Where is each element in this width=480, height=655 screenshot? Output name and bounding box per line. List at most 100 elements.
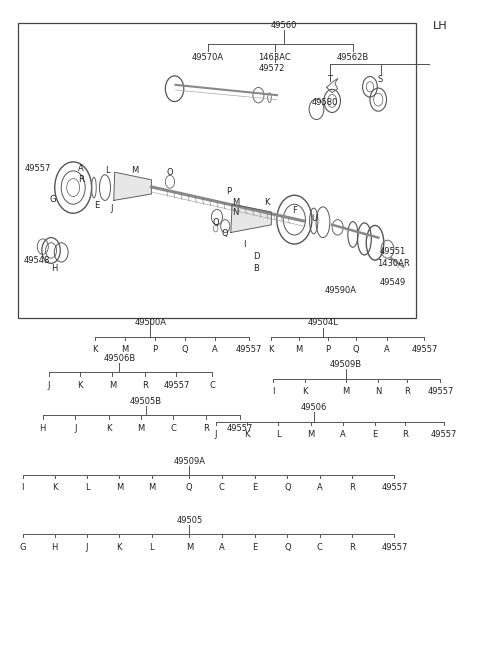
Text: K: K [77,381,83,390]
Text: R: R [349,483,355,493]
Text: K: K [117,542,122,552]
Text: P: P [325,345,330,354]
Text: 49505: 49505 [176,515,203,525]
Text: A: A [340,430,346,440]
Text: F: F [292,206,297,215]
Text: J: J [48,381,50,390]
Text: R: R [349,542,355,552]
Text: 49560: 49560 [271,22,297,30]
Text: Q: Q [181,345,188,354]
Text: K: K [269,345,274,354]
Text: 49580: 49580 [312,98,338,107]
Text: K: K [302,387,307,396]
Text: R: R [404,387,410,396]
Text: 49557: 49557 [163,381,190,390]
Text: 49562B: 49562B [337,53,369,62]
Text: T: T [327,75,332,84]
Text: M: M [186,542,193,552]
Text: A: A [212,345,217,354]
Text: C: C [170,424,176,433]
Text: R: R [402,430,408,440]
Text: 49557: 49557 [381,483,408,493]
Text: 49557: 49557 [411,345,437,354]
Text: H: H [51,542,58,552]
Text: Q: Q [284,483,291,493]
Text: A: A [219,542,225,552]
Text: M: M [121,345,129,354]
Text: J: J [86,542,88,552]
Text: B: B [253,264,259,273]
Text: A: A [384,345,389,354]
Text: R: R [204,424,209,433]
Polygon shape [231,204,271,233]
Text: C: C [317,542,323,552]
Text: P: P [152,345,157,354]
Text: 49500A: 49500A [134,318,166,328]
Bar [18,22,417,318]
Text: 1463AC: 1463AC [258,53,291,62]
Text: 49557: 49557 [427,387,454,396]
Text: D: D [253,252,259,261]
Text: E: E [372,430,378,440]
Text: G: G [49,195,56,204]
Text: M: M [232,198,239,207]
Text: E: E [252,542,257,552]
Text: E: E [252,483,257,493]
Text: R: R [78,176,84,184]
Text: 1430AR: 1430AR [377,259,409,268]
Text: K: K [106,424,111,433]
Text: K: K [264,198,269,207]
Text: 49506B: 49506B [103,354,135,363]
Text: 49509A: 49509A [173,457,205,466]
Text: J: J [74,424,77,433]
Text: L: L [149,542,154,552]
Text: 49504L: 49504L [308,318,338,328]
Text: 49557: 49557 [227,424,253,433]
Text: M: M [307,430,314,440]
Text: 49505B: 49505B [130,397,162,406]
Text: C: C [218,483,225,493]
Text: P: P [227,187,231,196]
Text: 49557: 49557 [431,430,457,440]
Text: M: M [342,387,349,396]
Text: I: I [272,387,275,396]
Text: 49557: 49557 [381,542,408,552]
Polygon shape [114,172,152,200]
Text: M: M [148,483,155,493]
Text: 49557: 49557 [236,345,263,354]
Text: I: I [21,483,24,493]
Text: R: R [142,381,147,390]
Text: N: N [232,208,239,217]
Text: S: S [378,75,383,84]
Text: A: A [317,483,323,493]
Text: Q: Q [186,483,192,493]
Text: L: L [106,166,110,175]
Text: N: N [375,387,382,396]
Text: Q: Q [221,229,228,238]
Text: O: O [167,168,173,177]
Text: 49549: 49549 [380,278,406,287]
Text: Q: Q [353,345,360,354]
Text: K: K [52,483,58,493]
Text: 49506: 49506 [300,403,327,412]
Text: J: J [215,430,217,440]
Text: H: H [39,424,46,433]
Text: 49590A: 49590A [324,286,357,295]
Text: 49551: 49551 [380,247,406,256]
Text: L: L [84,483,89,493]
Text: 49570A: 49570A [192,53,224,62]
Text: L: L [276,430,280,440]
Text: J: J [111,204,113,214]
Text: G: G [19,542,26,552]
Text: A: A [78,164,84,173]
Text: I: I [243,240,246,248]
Text: 49572: 49572 [259,64,286,73]
Text: 49509B: 49509B [330,360,362,369]
Text: Q: Q [284,542,291,552]
Text: M: M [116,483,123,493]
Text: Q: Q [212,218,219,227]
Text: C: C [209,381,216,390]
Text: LH: LH [433,21,448,31]
Text: U: U [312,214,318,223]
Text: H: H [51,264,58,273]
